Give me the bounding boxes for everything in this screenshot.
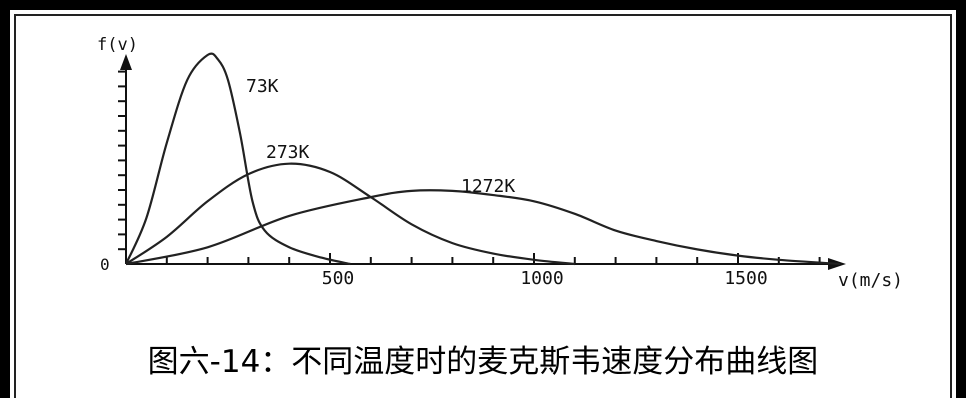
x-tick-label: 500 — [322, 268, 355, 289]
y-axis-label: f(v) — [97, 35, 138, 55]
series-label-73k: 73K — [246, 76, 279, 97]
curve-73k — [124, 52, 351, 266]
x-tick-label: 1000 — [520, 268, 563, 289]
x-axis-label: v(m/s) — [838, 270, 903, 291]
curve-273k — [125, 162, 575, 266]
x-tick-label: 1500 — [724, 268, 767, 289]
labels: 500 1000 1500 0 f(v) v(m/s) 73K 273K 1272K — [97, 35, 903, 291]
curves — [124, 52, 841, 266]
figure-caption: 图六-14：不同温度时的麦克斯韦速度分布曲线图 — [147, 344, 819, 380]
curve-1272k — [125, 189, 841, 266]
series-label-1272k: 1272K — [461, 176, 515, 197]
chart-border — [14, 14, 952, 398]
origin-label: 0 — [100, 255, 110, 274]
series-label-273k: 273K — [266, 142, 310, 163]
y-axis-arrow — [120, 54, 132, 70]
axes — [118, 54, 846, 270]
